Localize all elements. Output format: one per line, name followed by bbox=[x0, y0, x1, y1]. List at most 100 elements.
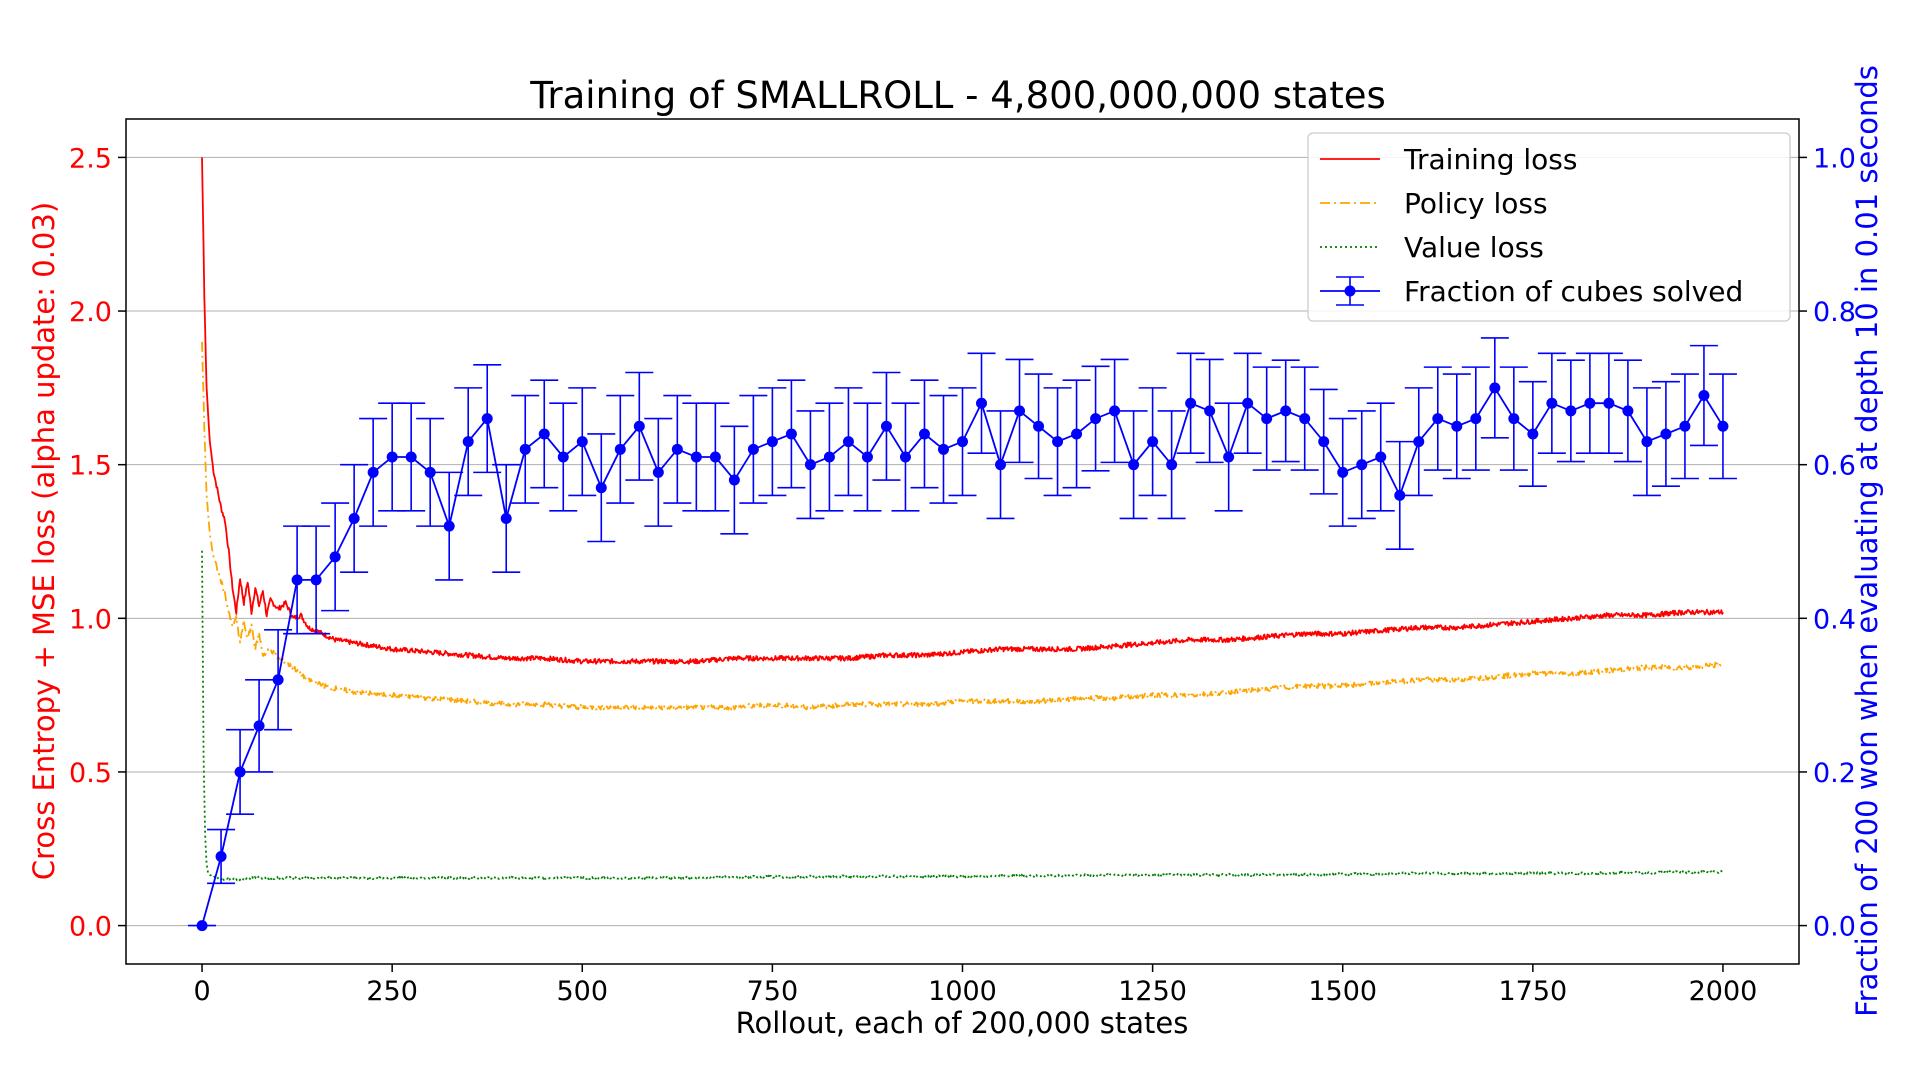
y-left-tick-label: 2.0 bbox=[69, 297, 112, 328]
data-point bbox=[1660, 428, 1672, 440]
y-left-tick-label: 0.5 bbox=[69, 758, 112, 789]
x-tick-label: 1000 bbox=[928, 976, 997, 1007]
data-point bbox=[1679, 420, 1691, 432]
data-point bbox=[1261, 413, 1273, 425]
data-point bbox=[1565, 405, 1577, 417]
chart-title: Training of SMALLROLL - 4,800,000,000 st… bbox=[529, 74, 1386, 117]
data-point bbox=[728, 474, 740, 486]
legend-label: Fraction of cubes solved bbox=[1404, 275, 1743, 308]
data-point bbox=[1451, 420, 1463, 432]
grid bbox=[126, 156, 1799, 927]
data-point bbox=[976, 397, 988, 409]
y-left-tick-label: 1.0 bbox=[69, 604, 112, 635]
data-point bbox=[1375, 451, 1387, 463]
data-point bbox=[1204, 405, 1216, 417]
data-point bbox=[1356, 459, 1368, 471]
data-point bbox=[1527, 428, 1539, 440]
data-point bbox=[823, 451, 835, 463]
data-point bbox=[861, 451, 873, 463]
x-tick-label: 250 bbox=[366, 976, 418, 1007]
data-point bbox=[1432, 413, 1444, 425]
data-point bbox=[1603, 397, 1615, 409]
data-point bbox=[766, 436, 778, 448]
data-point bbox=[1413, 436, 1425, 448]
data-point bbox=[272, 674, 284, 686]
y-right-tick-label: 0.8 bbox=[1813, 297, 1856, 328]
data-point bbox=[1223, 451, 1235, 463]
data-point bbox=[443, 520, 455, 532]
fraction-of-cubes-solved-group bbox=[188, 337, 1737, 932]
x-tick-label: 1250 bbox=[1118, 976, 1187, 1007]
value-loss-line bbox=[201, 550, 1724, 882]
data-point bbox=[1128, 459, 1140, 471]
data-point bbox=[918, 428, 930, 440]
data-point bbox=[1318, 436, 1330, 448]
data-point bbox=[995, 459, 1007, 471]
x-axis-label: Rollout, each of 200,000 states bbox=[736, 1006, 1189, 1040]
data-point bbox=[595, 482, 607, 494]
y-right-tick-label: 0.6 bbox=[1813, 451, 1856, 482]
y-right-tick-label: 1.0 bbox=[1813, 143, 1856, 174]
data-point bbox=[1622, 405, 1634, 417]
policy-loss-line bbox=[201, 341, 1724, 711]
legend-label: Value loss bbox=[1404, 231, 1544, 264]
data-point bbox=[652, 466, 664, 478]
y-left-tick-label: 2.5 bbox=[69, 143, 112, 174]
y-left-tick-label: 1.5 bbox=[69, 451, 112, 482]
data-point bbox=[424, 466, 436, 478]
data-point bbox=[1489, 382, 1501, 394]
data-point bbox=[405, 451, 417, 463]
data-point bbox=[557, 451, 569, 463]
data-point bbox=[196, 920, 208, 932]
data-point bbox=[1071, 428, 1083, 440]
data-point bbox=[1280, 405, 1292, 417]
data-point bbox=[1109, 405, 1121, 417]
data-point bbox=[234, 766, 246, 778]
y-axis-label-left: Cross Entropy + MSE loss (alpha update: … bbox=[27, 202, 61, 880]
axis-ticks: 0 250 500 750 1000 1250 1500 1750 2000 0.0 0.5 1.0 1… bbox=[69, 143, 1856, 1007]
data-point bbox=[367, 466, 379, 478]
x-tick-label: 1500 bbox=[1308, 976, 1377, 1007]
data-point bbox=[1698, 390, 1710, 402]
data-point bbox=[1394, 489, 1406, 501]
data-point bbox=[215, 850, 227, 862]
data-point bbox=[842, 436, 854, 448]
data-point bbox=[576, 436, 588, 448]
data-point bbox=[785, 428, 797, 440]
data-point bbox=[386, 451, 398, 463]
data-point bbox=[1014, 405, 1026, 417]
data-point bbox=[1033, 420, 1045, 432]
data-point bbox=[1717, 420, 1729, 432]
data-point bbox=[709, 451, 721, 463]
data-point bbox=[348, 512, 360, 524]
data-point bbox=[500, 512, 512, 524]
data-point bbox=[1470, 413, 1482, 425]
data-point bbox=[1147, 436, 1159, 448]
y-right-tick-label: 0.2 bbox=[1813, 758, 1856, 789]
legend-label: Policy loss bbox=[1404, 187, 1548, 220]
data-point bbox=[462, 436, 474, 448]
legend-box bbox=[1307, 132, 1791, 322]
data-point bbox=[253, 720, 265, 732]
data-point bbox=[690, 451, 702, 463]
data-point bbox=[1641, 436, 1653, 448]
data-point bbox=[1242, 397, 1254, 409]
data-point bbox=[519, 443, 531, 455]
data-point bbox=[1166, 459, 1178, 471]
x-tick-label: 0 bbox=[193, 976, 210, 1007]
x-tick-label: 750 bbox=[747, 976, 799, 1007]
data-point bbox=[1090, 413, 1102, 425]
x-tick-label: 500 bbox=[556, 976, 608, 1007]
data-point bbox=[1052, 436, 1064, 448]
legend-label: Training loss bbox=[1403, 143, 1577, 176]
data-point bbox=[1584, 397, 1596, 409]
data-point bbox=[937, 443, 949, 455]
data-point bbox=[291, 574, 303, 586]
data-point bbox=[880, 420, 892, 432]
x-tick-label: 2000 bbox=[1689, 976, 1758, 1007]
data-point bbox=[1546, 397, 1558, 409]
data-point bbox=[310, 574, 322, 586]
data-point bbox=[747, 443, 759, 455]
data-point bbox=[1299, 413, 1311, 425]
